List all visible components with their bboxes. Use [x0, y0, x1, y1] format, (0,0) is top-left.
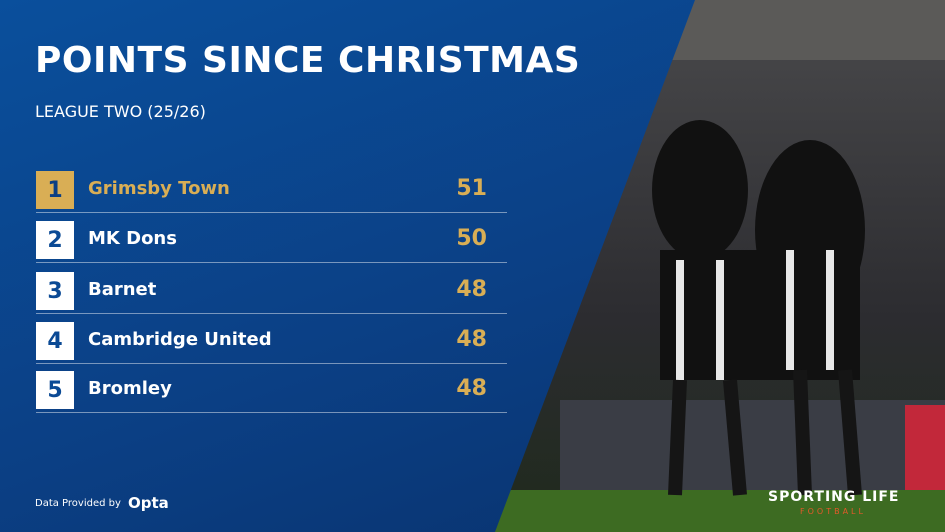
team-name: Cambridge United	[88, 329, 272, 350]
brand-logo: SPORTING LIFE	[768, 489, 900, 505]
team-name: MK Dons	[88, 228, 177, 249]
data-credit: Data Provided by	[35, 498, 121, 509]
provider-logo: Opta	[128, 494, 169, 512]
row-divider	[36, 212, 507, 213]
subtitle: LEAGUE TWO (25/26)	[35, 102, 206, 121]
points: 48	[456, 277, 487, 302]
points: 48	[456, 376, 487, 401]
team-name: Grimsby Town	[88, 178, 230, 199]
row-divider	[36, 313, 507, 314]
row-divider	[36, 412, 507, 413]
team-name: Barnet	[88, 279, 157, 300]
rank-badge: 5	[36, 371, 74, 409]
rank-badge: 1	[36, 171, 74, 209]
rank-badge: 2	[36, 221, 74, 259]
brand-subtitle: FOOTBALL	[800, 507, 866, 516]
row-divider	[36, 363, 507, 364]
points: 51	[456, 176, 487, 201]
rank-badge: 4	[36, 322, 74, 360]
rank-badge: 3	[36, 272, 74, 310]
title: POINTS SINCE CHRISTMAS	[35, 40, 581, 81]
points: 50	[456, 226, 487, 251]
team-name: Bromley	[88, 378, 172, 399]
row-divider	[36, 262, 507, 263]
points: 48	[456, 327, 487, 352]
